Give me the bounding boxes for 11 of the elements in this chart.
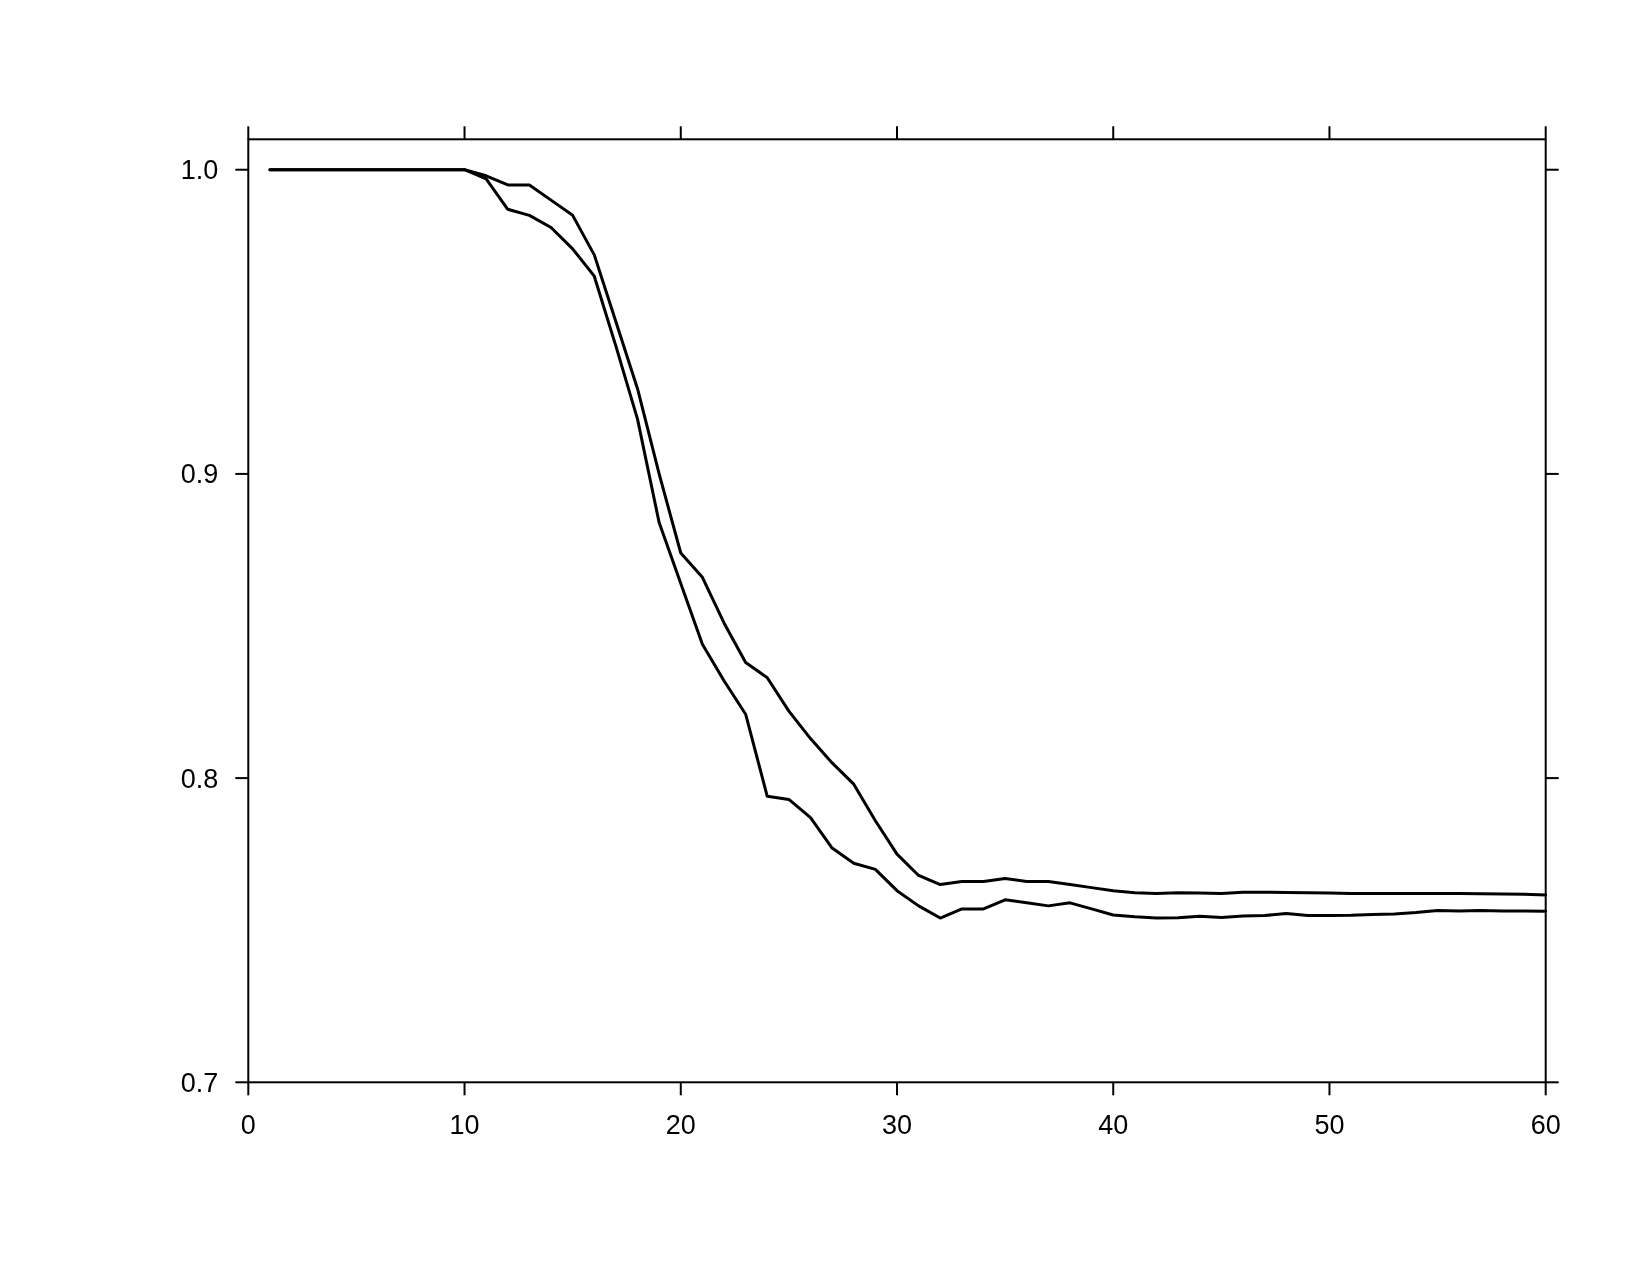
x-tick-label: 40 — [1098, 1110, 1129, 1141]
y-tick-label: 0.7 — [180, 1067, 219, 1098]
x-tick-label: 0 — [240, 1110, 256, 1141]
y-tick-label: 0.9 — [180, 459, 219, 490]
y-tick-label: 0.8 — [180, 763, 219, 794]
y-tick-label: 1.0 — [180, 155, 219, 186]
x-tick-label: 30 — [881, 1110, 913, 1141]
x-tick-label: 10 — [449, 1110, 480, 1141]
x-tick-label: 50 — [1314, 1110, 1345, 1141]
x-tick-label: 20 — [665, 1110, 696, 1141]
x-tick-label: 60 — [1530, 1110, 1561, 1141]
